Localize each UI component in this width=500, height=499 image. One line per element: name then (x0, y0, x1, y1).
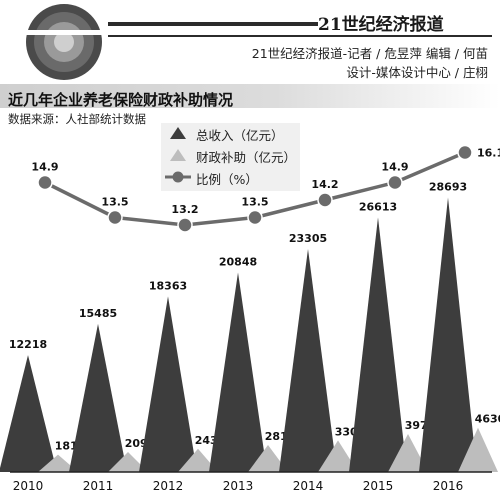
ratio-point (37, 174, 53, 191)
ratio-value-label: 13.5 (241, 196, 268, 209)
legend-total-label: 总收入（亿元） (196, 128, 284, 143)
x-tick-label: 2011 (83, 479, 114, 493)
subsidy-bar (458, 427, 498, 472)
legend-ratio-icon (165, 171, 191, 183)
ratio-point (387, 174, 403, 191)
data-source: 数据来源：人社部统计数据 (8, 112, 146, 126)
masthead-logo (0, 0, 120, 80)
total-value-label: 18363 (149, 279, 187, 292)
total-value-label: 23305 (289, 232, 327, 245)
subsidy-bar (178, 448, 218, 472)
ratio-point (247, 209, 263, 226)
subsidy-value-label: 4630 (475, 413, 500, 426)
masthead-title: 21世纪经济报道 (318, 15, 444, 35)
subsidy-bar (388, 434, 428, 472)
x-tick-label: 2012 (153, 479, 184, 493)
ratio-point (317, 192, 333, 208)
x-tick-label: 2013 (223, 479, 254, 493)
x-tick-label: 2015 (363, 479, 394, 493)
total-value-label: 20848 (219, 256, 257, 269)
ratio-value-label: 16.1 (477, 147, 500, 160)
x-tick-label: 2014 (293, 479, 324, 493)
title-bar (0, 84, 500, 108)
legend-subsidy-label: 财政补助（亿元） (196, 150, 297, 165)
total-bar (209, 272, 267, 472)
credit-line-1: 21世纪经济报道-记者 / 危昱萍 编辑 / 何苗 (251, 46, 488, 61)
ratio-value-label: 14.2 (311, 178, 338, 191)
credit-line-2: 设计-媒体设计中心 / 庄栩 (346, 65, 488, 80)
masthead-underline (108, 35, 492, 37)
subsidy-bar (38, 454, 78, 472)
ratio-point (177, 217, 193, 233)
total-bar (349, 217, 407, 472)
ratio-value-label: 13.5 (101, 196, 128, 209)
subsidy-bar (248, 445, 288, 472)
masthead-bar (108, 22, 318, 26)
ratio-value-label: 14.9 (381, 161, 408, 174)
legend-ratio-label: 比例（%） (196, 172, 258, 187)
x-tick-label: 2016 (433, 479, 464, 493)
total-value-label: 26613 (359, 200, 397, 213)
ratio-point (457, 144, 473, 161)
total-bar (139, 296, 197, 472)
ratio-point (107, 209, 123, 226)
total-bar (419, 197, 477, 472)
subsidy-bar (318, 440, 358, 472)
total-value-label: 28693 (429, 181, 467, 194)
total-bar (69, 323, 127, 472)
total-value-label: 15485 (79, 307, 117, 320)
x-tick-label: 2010 (13, 479, 44, 493)
total-value-label: 12218 (9, 338, 47, 351)
ratio-value-label: 13.2 (171, 203, 198, 216)
total-bar (279, 249, 337, 472)
chart-title: 近几年企业养老保险财政补助情况 (8, 91, 234, 109)
legend-total-icon (170, 127, 186, 139)
subsidy-bar (108, 451, 148, 472)
legend-box (161, 123, 300, 191)
ratio-value-label: 14.9 (31, 161, 58, 174)
total-bar (0, 355, 57, 472)
legend-subsidy-icon (170, 149, 186, 161)
